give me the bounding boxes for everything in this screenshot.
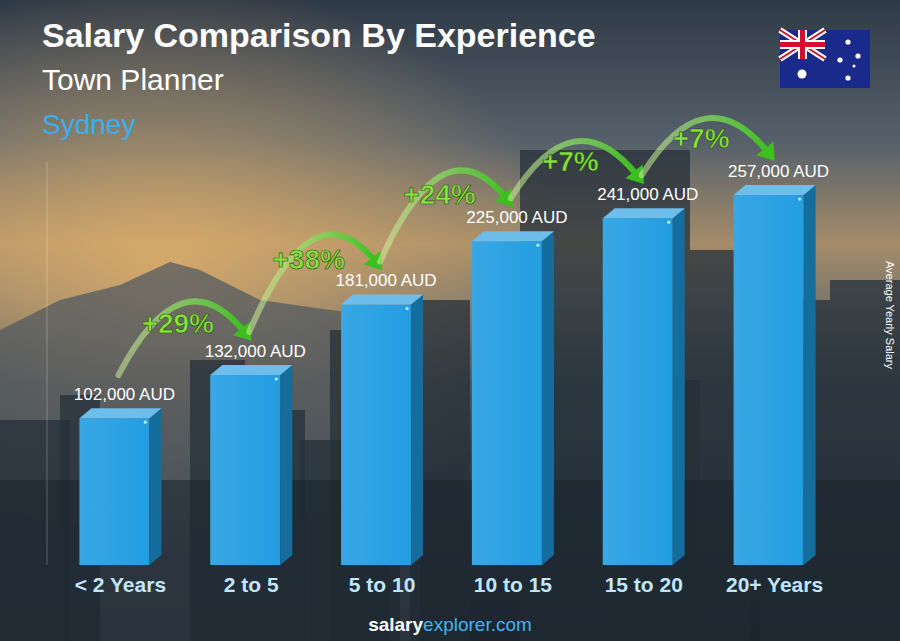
growth-arrow xyxy=(249,235,376,332)
x-tick-label: 2 to 5 xyxy=(224,573,279,596)
bar-highlight xyxy=(144,421,147,424)
flag-saltire-red xyxy=(780,30,825,59)
bar-side xyxy=(149,408,161,565)
bar xyxy=(341,294,423,565)
bar-highlight xyxy=(405,307,408,310)
bar xyxy=(603,208,685,565)
data-label: 241,000 AUD xyxy=(597,185,698,204)
bar-front xyxy=(210,375,280,565)
bar-top xyxy=(603,208,685,218)
background-glow xyxy=(0,0,900,641)
bar xyxy=(472,231,554,565)
flag-star xyxy=(845,39,850,44)
flag-star xyxy=(837,57,842,62)
bar-top xyxy=(79,408,161,418)
x-tick-label: 5 to 10 xyxy=(349,573,416,596)
bar xyxy=(734,185,816,565)
flag-star xyxy=(798,70,807,79)
data-label: 181,000 AUD xyxy=(336,271,437,290)
bar-front xyxy=(79,418,149,565)
data-label: 225,000 AUD xyxy=(466,208,567,227)
bar-side xyxy=(542,231,554,565)
bar-side xyxy=(673,208,685,565)
growth-arrow xyxy=(642,118,769,175)
bar-side xyxy=(804,185,816,565)
flag-star xyxy=(845,75,850,80)
y-axis-line xyxy=(47,162,48,565)
bar-front xyxy=(734,195,804,565)
x-tick-label: < 2 Years xyxy=(75,573,166,596)
y-axis-label: Average Yearly Salary xyxy=(884,261,896,370)
x-tick-label: 15 to 20 xyxy=(605,573,683,596)
flag-star xyxy=(855,53,860,58)
growth-arrow xyxy=(118,301,245,375)
chart: Salary Comparison By Experience Town Plan… xyxy=(0,0,900,641)
flag-saltire xyxy=(780,30,825,59)
bar xyxy=(79,408,161,565)
growth-label: +24% xyxy=(403,179,475,210)
x-tick-label: 10 to 15 xyxy=(474,573,553,596)
bar-highlight xyxy=(667,221,670,224)
growth-label: +7% xyxy=(673,123,730,154)
x-tick-label: 20+ Years xyxy=(726,573,823,596)
bar-highlight xyxy=(536,244,539,247)
bar-top xyxy=(734,185,816,195)
flag-star xyxy=(853,65,856,68)
bar-highlight xyxy=(275,377,278,380)
bar-side xyxy=(280,365,292,565)
data-label: 257,000 AUD xyxy=(728,162,829,181)
flag-cross xyxy=(780,30,825,59)
bar-front xyxy=(472,241,542,565)
source-part: explorer.com xyxy=(423,614,532,635)
bars xyxy=(79,185,815,565)
bar-front xyxy=(603,218,673,565)
flag xyxy=(780,30,870,88)
bar xyxy=(210,365,292,565)
title: Salary Comparison By Experience xyxy=(42,16,596,54)
background xyxy=(0,0,900,641)
flag-field xyxy=(780,30,870,88)
data-label: 102,000 AUD xyxy=(74,385,175,404)
bar-highlight xyxy=(798,198,801,201)
growth-label: +29% xyxy=(142,308,214,339)
data-label: 132,000 AUD xyxy=(205,342,306,361)
growth-arrow xyxy=(511,141,638,198)
location: Sydney xyxy=(42,109,135,140)
bar-side xyxy=(411,294,423,565)
bar-top xyxy=(341,294,423,304)
source-part: salary xyxy=(368,614,423,635)
bar-top xyxy=(472,231,554,241)
growth-label: +7% xyxy=(542,146,599,177)
source: salaryexplorer.com xyxy=(368,614,532,635)
bar-top xyxy=(210,365,292,375)
subtitle: Town Planner xyxy=(42,63,224,96)
growth-arrowhead xyxy=(756,142,775,161)
bar-front xyxy=(341,304,411,565)
flag-cross-red xyxy=(780,30,825,59)
growth-arrow xyxy=(380,170,507,261)
growth-label: +38% xyxy=(272,244,344,275)
